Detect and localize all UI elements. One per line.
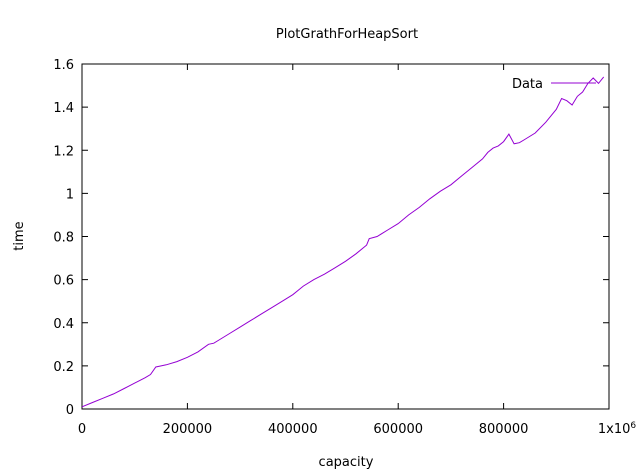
- y-tick-label-2: 0.4: [53, 317, 74, 332]
- x-tick-label-4: 800000: [479, 422, 529, 437]
- plot-frame: [81, 63, 610, 410]
- y-tick-label-4: 0.8: [53, 231, 74, 246]
- legend-label-data: Data: [512, 77, 543, 92]
- series-layer: [81, 76, 605, 408]
- x-tick-label-1: 200000: [163, 422, 213, 437]
- y-tick-label-8: 1.6: [53, 58, 74, 73]
- x-tick-label-0: 0: [78, 422, 86, 437]
- x-tick-label-2: 400000: [268, 422, 318, 437]
- y-tick-label-5: 1: [66, 187, 74, 202]
- y-tick-label-1: 0.2: [53, 360, 74, 375]
- series-line-0: [81, 76, 605, 408]
- y-axis-label: time: [12, 221, 27, 250]
- y-tick-label-7: 1.4: [53, 101, 74, 116]
- x-axis-ticks: 0 200000 400000 600000 800000: [78, 64, 610, 437]
- y-axis-ticks: 0 0.2 0.4 0.6 0.8 1 1.2 1.4 1.6: [53, 58, 609, 418]
- y-tick-label-6: 1.2: [53, 144, 74, 159]
- x-axis-end-label-exponent: 6: [630, 421, 636, 431]
- legend: Data: [512, 77, 596, 92]
- x-axis-label: capacity: [319, 455, 374, 470]
- y-tick-label-3: 0.6: [53, 274, 74, 289]
- chart-title: PlotGrathForHeapSort: [276, 27, 418, 42]
- y-tick-label-0: 0: [66, 403, 74, 418]
- x-tick-label-3: 600000: [373, 422, 423, 437]
- x-axis-end-label-base: 1x10: [598, 422, 631, 437]
- x-axis-end-label: 1x106: [598, 421, 637, 437]
